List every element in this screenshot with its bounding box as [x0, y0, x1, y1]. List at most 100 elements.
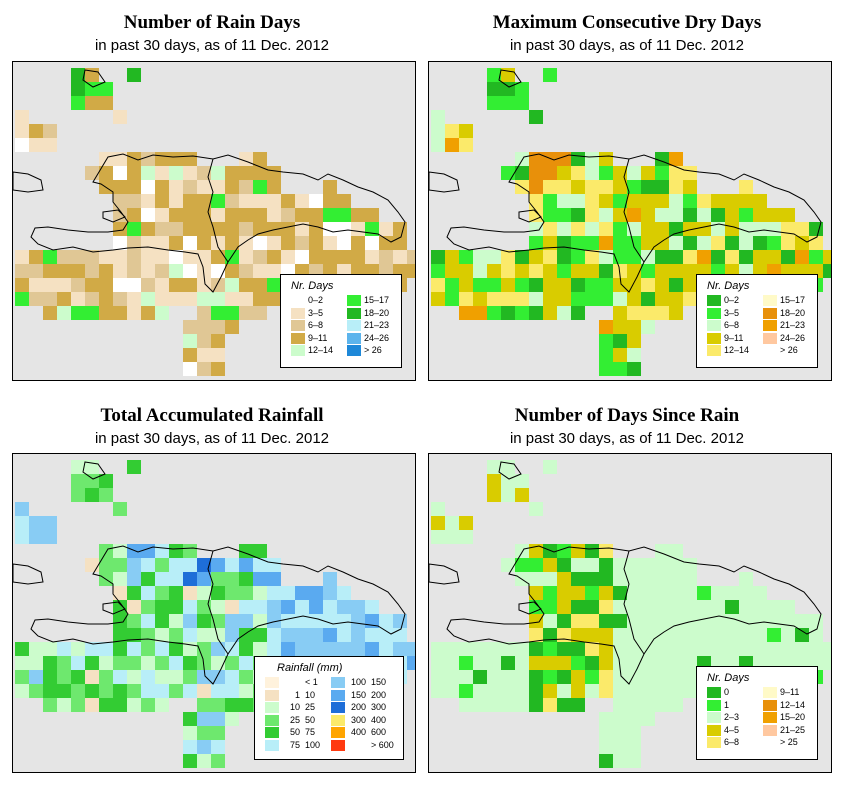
grid-cell [641, 586, 655, 600]
country-border [207, 550, 229, 655]
grid-cell [351, 642, 365, 656]
grid-cell [557, 600, 571, 614]
grid-cell [15, 656, 29, 670]
grid-cell [641, 278, 655, 292]
grid-cell [599, 278, 613, 292]
map-since-rain: Nr. Days 0 1 2–3 4–5 6–8 9–11 12–14 15–20 21–25 > … [428, 453, 832, 773]
grid-cell [669, 236, 683, 250]
grid-cell [613, 572, 627, 586]
grid-cell [585, 642, 599, 656]
grid-cell [571, 194, 585, 208]
grid-cell [585, 208, 599, 222]
grid-cell [15, 502, 29, 516]
grid-cell [501, 684, 515, 698]
grid-cell [113, 628, 127, 642]
grid-cell [141, 152, 155, 166]
grid-cell [613, 726, 627, 740]
grid-cell [239, 194, 253, 208]
grid-cell [393, 236, 407, 250]
grid-cell [155, 628, 169, 642]
legend-label: 15–17 [780, 295, 806, 305]
grid-cell [309, 236, 323, 250]
grid-cell [445, 642, 459, 656]
grid-cell [557, 670, 571, 684]
legend-swatch [347, 307, 361, 319]
grid-cell [739, 236, 753, 250]
grid-cell [197, 180, 211, 194]
grid-cell [127, 166, 141, 180]
grid-cell [85, 656, 99, 670]
grid-cell [169, 222, 183, 236]
legend-swatch [265, 702, 279, 713]
grid-cell [127, 250, 141, 264]
grid-cell [337, 586, 351, 600]
grid-cell [337, 250, 351, 264]
grid-cell [239, 306, 253, 320]
legend-swatch [291, 332, 305, 344]
grid-cell [155, 208, 169, 222]
grid-cell [557, 628, 571, 642]
legend-range-high: 400 [371, 714, 387, 725]
grid-cell [113, 194, 127, 208]
grid-cell [739, 628, 753, 642]
coastline-path [498, 69, 522, 88]
grid-cell [641, 642, 655, 656]
coastline-path [446, 545, 822, 685]
grid-cell [795, 236, 809, 250]
grid-cell [113, 684, 127, 698]
grid-cell [557, 586, 571, 600]
legend-range-high: > 600 [371, 739, 394, 750]
legend-swatch [763, 320, 777, 331]
grid-cell [459, 278, 473, 292]
grid-cell [543, 656, 557, 670]
grid-cell [169, 670, 183, 684]
grid-cell [169, 278, 183, 292]
legend-label: > 25 [780, 737, 798, 747]
legend-swatch [707, 737, 721, 748]
panel-subtitle-since-rain: in past 30 days, as of 11 Dec. 2012 [509, 430, 745, 447]
grid-cell [99, 82, 113, 96]
grid-cell [529, 194, 543, 208]
grid-cell [155, 614, 169, 628]
grid-cell [711, 586, 725, 600]
grid-cell [183, 572, 197, 586]
grid-cell [529, 684, 543, 698]
grid-cell [211, 264, 225, 278]
grid-cell [627, 670, 641, 684]
grid-cell [781, 250, 795, 264]
legend-range-high: 100 [305, 739, 321, 750]
grid-cell [239, 614, 253, 628]
grid-cell [613, 278, 627, 292]
grid-cell [141, 292, 155, 306]
grid-cell [57, 264, 71, 278]
legend-label: 0–2 [308, 295, 324, 305]
map-grid-dry-days [429, 68, 831, 376]
grid-cell [211, 586, 225, 600]
grid-cell [599, 572, 613, 586]
grid-cell [183, 740, 197, 754]
grid-cell [295, 194, 309, 208]
grid-cell [99, 264, 113, 278]
grid-cell [543, 222, 557, 236]
grid-cell [557, 642, 571, 656]
grid-cell [753, 642, 767, 656]
grid-cell [669, 656, 683, 670]
grid-cell [183, 320, 197, 334]
legend-range-high: 10 [305, 689, 316, 700]
grid-cell [239, 684, 253, 698]
grid-cell [711, 250, 725, 264]
grid-cell [585, 250, 599, 264]
grid-cell [113, 264, 127, 278]
grid-cell [473, 684, 487, 698]
grid-cell [211, 292, 225, 306]
grid-cell [183, 264, 197, 278]
grid-cell [57, 250, 71, 264]
grid-cell [669, 194, 683, 208]
grid-cell [585, 572, 599, 586]
grid-cell [323, 600, 337, 614]
panel-subtitle-rainfall: in past 30 days, as of 11 Dec. 2012 [94, 430, 330, 447]
grid-cell [253, 642, 267, 656]
grid-cell [529, 250, 543, 264]
legend-range-low: 25 [289, 714, 300, 725]
grid-cell [365, 236, 379, 250]
